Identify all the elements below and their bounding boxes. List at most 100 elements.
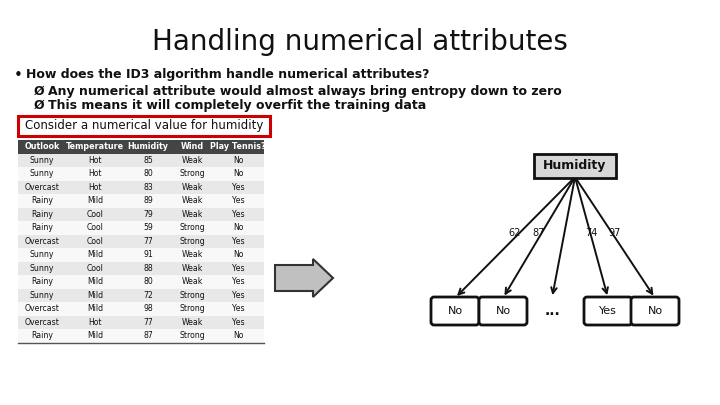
Text: Yes: Yes bbox=[232, 210, 244, 219]
Text: 80: 80 bbox=[143, 169, 153, 178]
Text: Hot: Hot bbox=[89, 318, 102, 327]
Bar bbox=[212, 140, 264, 153]
Bar bbox=[124, 275, 172, 288]
Bar bbox=[212, 234, 264, 248]
Text: No: No bbox=[233, 223, 243, 232]
Bar bbox=[172, 221, 212, 234]
Bar bbox=[66, 329, 124, 343]
Text: Hot: Hot bbox=[89, 156, 102, 165]
Text: 87: 87 bbox=[533, 228, 545, 239]
Bar bbox=[212, 153, 264, 167]
Text: 77: 77 bbox=[143, 237, 153, 246]
Bar bbox=[172, 167, 212, 181]
Text: Yes: Yes bbox=[232, 237, 244, 246]
Bar bbox=[172, 315, 212, 329]
Text: Yes: Yes bbox=[599, 306, 617, 316]
Text: 97: 97 bbox=[609, 228, 621, 239]
Bar bbox=[66, 248, 124, 262]
Text: Strong: Strong bbox=[179, 291, 205, 300]
Text: •: • bbox=[14, 68, 23, 83]
Text: 85: 85 bbox=[143, 156, 153, 165]
Text: Weak: Weak bbox=[181, 264, 203, 273]
Text: Hot: Hot bbox=[89, 169, 102, 178]
Text: Rainy: Rainy bbox=[31, 331, 53, 340]
Text: Cool: Cool bbox=[86, 210, 104, 219]
Text: Mild: Mild bbox=[87, 250, 103, 259]
Bar bbox=[18, 329, 66, 343]
Text: Humidity: Humidity bbox=[544, 160, 607, 173]
Bar bbox=[18, 116, 270, 136]
Bar bbox=[124, 221, 172, 234]
Bar bbox=[124, 329, 172, 343]
Text: Outlook: Outlook bbox=[24, 142, 60, 151]
FancyBboxPatch shape bbox=[431, 297, 479, 325]
Text: Weak: Weak bbox=[181, 210, 203, 219]
Text: No: No bbox=[233, 156, 243, 165]
Text: Wind: Wind bbox=[181, 142, 204, 151]
Text: 98: 98 bbox=[143, 304, 153, 313]
Text: 87: 87 bbox=[143, 331, 153, 340]
Text: Yes: Yes bbox=[232, 183, 244, 192]
Text: Weak: Weak bbox=[181, 156, 203, 165]
Bar bbox=[124, 248, 172, 262]
Bar bbox=[66, 221, 124, 234]
Bar bbox=[66, 302, 124, 315]
Text: Rainy: Rainy bbox=[31, 223, 53, 232]
Bar bbox=[18, 167, 66, 181]
Bar bbox=[124, 234, 172, 248]
Bar bbox=[212, 248, 264, 262]
Bar bbox=[66, 234, 124, 248]
Bar bbox=[124, 153, 172, 167]
Bar bbox=[66, 315, 124, 329]
Text: Sunny: Sunny bbox=[30, 291, 54, 300]
Bar bbox=[212, 275, 264, 288]
Bar bbox=[124, 302, 172, 315]
Text: Rainy: Rainy bbox=[31, 210, 53, 219]
Bar bbox=[212, 221, 264, 234]
FancyBboxPatch shape bbox=[584, 297, 632, 325]
Text: How does the ID3 algorithm handle numerical attributes?: How does the ID3 algorithm handle numeri… bbox=[26, 68, 430, 81]
Text: No: No bbox=[647, 306, 662, 316]
Text: Sunny: Sunny bbox=[30, 264, 54, 273]
Bar bbox=[124, 288, 172, 302]
Bar bbox=[172, 153, 212, 167]
Bar bbox=[66, 207, 124, 221]
Text: Weak: Weak bbox=[181, 277, 203, 286]
Bar bbox=[212, 207, 264, 221]
Text: Overcast: Overcast bbox=[24, 237, 60, 246]
Text: Mild: Mild bbox=[87, 304, 103, 313]
Bar bbox=[124, 140, 172, 153]
Text: No: No bbox=[447, 306, 462, 316]
Bar bbox=[18, 275, 66, 288]
Bar bbox=[172, 194, 212, 207]
Text: 88: 88 bbox=[143, 264, 153, 273]
Text: 91: 91 bbox=[143, 250, 153, 259]
Text: Humidity: Humidity bbox=[127, 142, 168, 151]
Bar bbox=[18, 262, 66, 275]
Text: Strong: Strong bbox=[179, 223, 205, 232]
Bar bbox=[66, 153, 124, 167]
Bar bbox=[124, 194, 172, 207]
Bar bbox=[18, 315, 66, 329]
Bar bbox=[212, 302, 264, 315]
Bar bbox=[18, 221, 66, 234]
Bar bbox=[66, 194, 124, 207]
Text: Handling numerical attributes: Handling numerical attributes bbox=[152, 28, 568, 56]
Text: Sunny: Sunny bbox=[30, 156, 54, 165]
Text: No: No bbox=[233, 250, 243, 259]
Text: Weak: Weak bbox=[181, 318, 203, 327]
Text: Consider a numerical value for humidity: Consider a numerical value for humidity bbox=[24, 119, 264, 132]
Text: Strong: Strong bbox=[179, 169, 205, 178]
FancyBboxPatch shape bbox=[534, 154, 616, 178]
Text: Sunny: Sunny bbox=[30, 169, 54, 178]
FancyBboxPatch shape bbox=[631, 297, 679, 325]
Text: Yes: Yes bbox=[232, 196, 244, 205]
Text: Mild: Mild bbox=[87, 331, 103, 340]
Bar bbox=[212, 329, 264, 343]
Bar bbox=[18, 153, 66, 167]
Bar bbox=[124, 167, 172, 181]
Bar bbox=[212, 315, 264, 329]
Bar bbox=[212, 167, 264, 181]
Bar bbox=[172, 262, 212, 275]
Bar bbox=[172, 181, 212, 194]
